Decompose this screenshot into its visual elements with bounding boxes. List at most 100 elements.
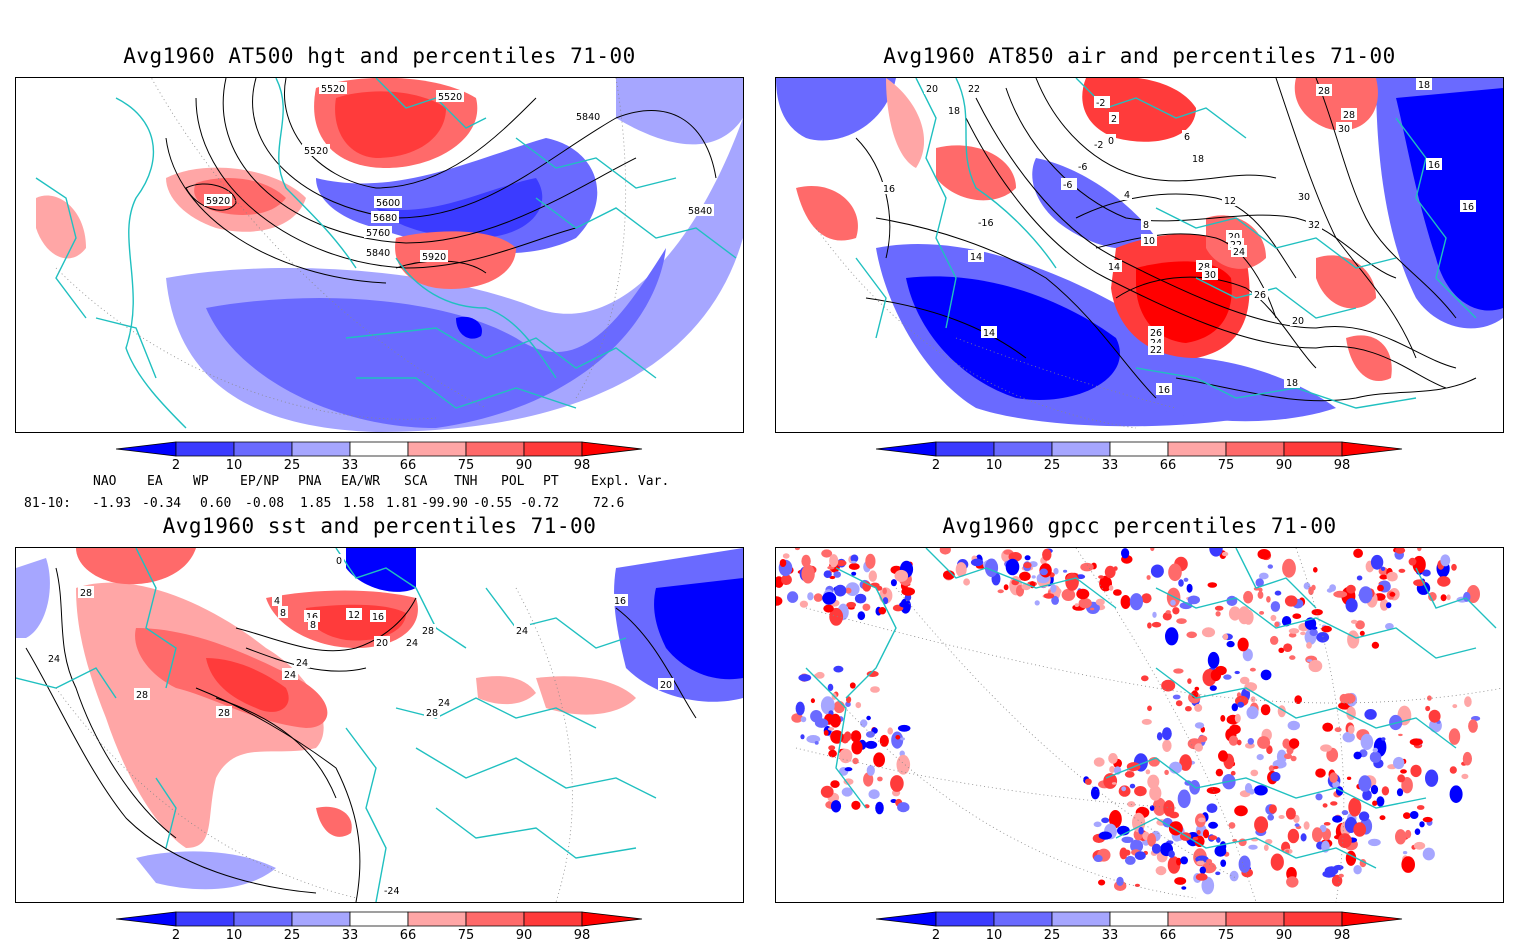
index-value: 0.60: [200, 496, 232, 511]
precip-patch: [1353, 751, 1362, 760]
precip-patch: [1207, 582, 1218, 588]
precip-patch: [1353, 548, 1363, 558]
precip-patch: [870, 686, 880, 693]
precip-patch: [779, 559, 787, 567]
precip-patch: [1372, 800, 1378, 806]
colorbar-tick-label: 98: [1334, 458, 1351, 472]
precip-patch: [1187, 678, 1192, 684]
precip-patch: [1095, 598, 1105, 606]
contour-label: -6: [1063, 180, 1072, 191]
colorbar-tick-label: 98: [574, 458, 591, 472]
precip-patch: [1428, 592, 1437, 602]
precip-patch: [846, 696, 852, 704]
precip-patch: [1170, 599, 1176, 606]
precip-patch: [1168, 850, 1175, 858]
precip-patch: [1223, 674, 1232, 680]
precip-patch: [1284, 753, 1292, 760]
colorbar-box: [1283, 441, 1343, 457]
precip-patch: [851, 571, 857, 576]
contour-label: 30: [1204, 270, 1216, 281]
precip-patch: [894, 569, 909, 582]
contour-label: 5840: [688, 206, 712, 217]
precip-patch: [839, 748, 853, 764]
precip-patch: [1051, 595, 1059, 605]
precip-patch: [1338, 833, 1352, 849]
colorbar-tick-label: 25: [284, 458, 301, 472]
precip-patch: [877, 776, 883, 782]
index-row-label: 81-10:: [24, 496, 71, 511]
precip-patch: [1309, 628, 1318, 637]
precip-patch: [1228, 822, 1236, 829]
precip-patch: [828, 727, 835, 731]
precip-patch: [1208, 835, 1218, 841]
precip-patch: [897, 802, 910, 813]
index-header: POL: [501, 474, 525, 489]
precip-patch: [1228, 606, 1241, 621]
precip-patch: [1274, 590, 1282, 596]
precip-patch: [1256, 754, 1264, 761]
precip-patch: [1292, 613, 1302, 619]
colorbar-box: [349, 441, 409, 457]
precip-patch: [1332, 815, 1343, 823]
precip-patch: [1288, 738, 1300, 749]
precip-patch: [1134, 883, 1140, 887]
contour-label: 16: [614, 596, 626, 607]
precip-patch: [1341, 810, 1349, 816]
index-header: EA/WR: [341, 474, 381, 489]
precip-patch: [1410, 764, 1422, 778]
precip-patch: [1278, 647, 1285, 653]
precip-patch: [1099, 575, 1112, 592]
contour-label: 24: [438, 698, 450, 709]
precip-patch: [1215, 611, 1221, 617]
contour-label: 18: [1286, 378, 1298, 389]
contour-label: 20: [926, 84, 938, 95]
contour-label: 24: [516, 626, 528, 637]
precip-patch: [1147, 774, 1160, 789]
precip-patch: [1353, 865, 1362, 875]
precip-patch: [1234, 713, 1241, 723]
colorbar-box: [935, 441, 995, 457]
precip-patch: [799, 600, 808, 608]
precip-patch: [1250, 696, 1256, 703]
colorbar-box: [116, 441, 177, 457]
colorbar-tick-label: 2: [172, 458, 180, 472]
precip-patch: [1101, 817, 1110, 824]
index-value: 1.58: [343, 496, 375, 511]
contour-label: 5840: [576, 112, 600, 123]
precip-patch: [1181, 886, 1187, 890]
index-value: 1.81: [386, 496, 418, 511]
precip-patch: [1218, 750, 1228, 762]
colorbar-hgt500: 2 10 25 33 66 75 90 98: [116, 441, 643, 472]
precip-patch: [1176, 857, 1182, 866]
precip-patch: [1267, 814, 1274, 821]
precip-patch: [1287, 828, 1300, 844]
precip-patch: [807, 592, 814, 601]
precip-patch: [1228, 735, 1239, 746]
panel-title-gpcc: Avg1960 gpcc percentiles 71-00: [942, 514, 1337, 538]
precip-patch: [1042, 548, 1052, 561]
precip-patch: [1370, 554, 1384, 570]
precip-patch: [794, 548, 800, 551]
precip-patch: [1355, 620, 1365, 630]
colorbar-box: [407, 441, 467, 457]
precip-patch: [857, 611, 866, 621]
precip-patch: [1270, 614, 1277, 622]
precip-patch: [1024, 555, 1031, 561]
precip-patch: [823, 730, 829, 736]
map-panel-sst: 0 28 24 28 28 4 8 16 8 12 16 20 24 24 24 28 24 28 24 16 20 -2…: [15, 547, 744, 903]
precip-patch: [1043, 593, 1055, 599]
colorbar-tick-label: 75: [1218, 458, 1235, 472]
precip-patch: [890, 579, 897, 587]
contour-label: 14: [983, 328, 995, 339]
colorbar-box: [1167, 441, 1227, 457]
precip-patch: [1386, 602, 1392, 609]
precip-patch: [1395, 829, 1407, 845]
precip-patch: [1090, 786, 1100, 800]
precip-patch: [1273, 765, 1279, 770]
teleconnection-indices: NAO EA WP EP/NP PNA EA/WR SCA TNH POL PT…: [0, 474, 760, 514]
precip-patch: [1419, 821, 1425, 828]
precip-patch: [1150, 548, 1155, 552]
precip-patch: [1141, 675, 1149, 682]
